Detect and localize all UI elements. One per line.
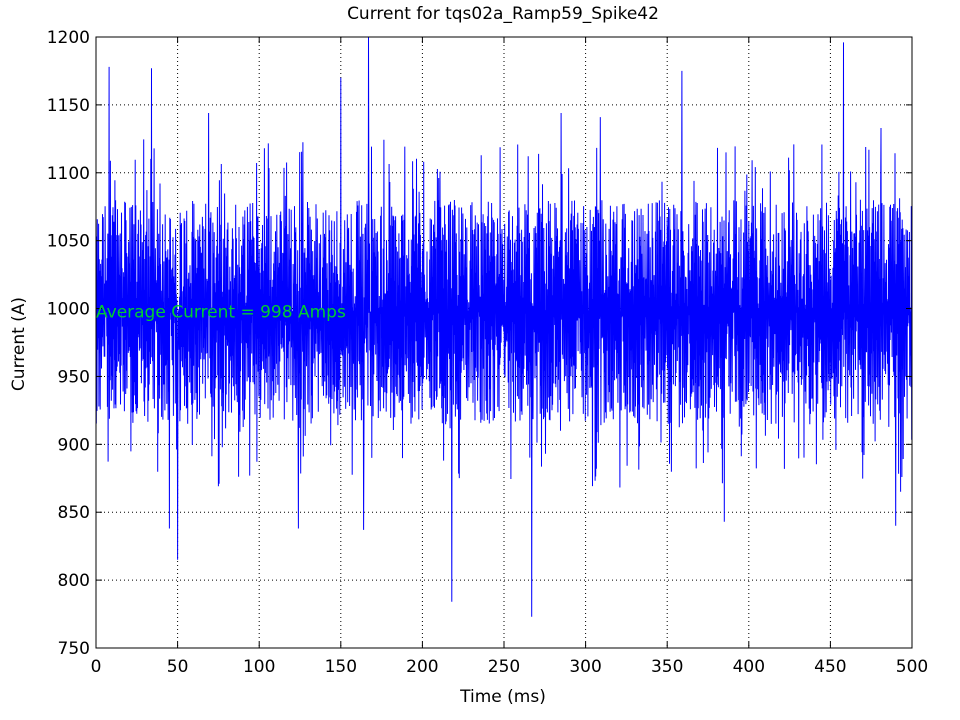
y-tick-label: 1150: [47, 96, 90, 116]
y-tick-label: 950: [58, 367, 90, 387]
y-tick-label: 1000: [47, 300, 90, 320]
x-tick-label: 0: [91, 657, 102, 677]
y-tick-label: 800: [58, 571, 90, 591]
x-tick-label: 500: [896, 657, 928, 677]
x-tick-label: 350: [651, 657, 683, 677]
x-tick-label: 200: [406, 657, 438, 677]
x-tick-label: 250: [488, 657, 520, 677]
chart-title: Current for tqs02a_Ramp59_Spike42: [347, 4, 659, 24]
y-tick-label: 1200: [47, 28, 90, 48]
x-tick-label: 150: [325, 657, 357, 677]
x-tick-label: 300: [569, 657, 601, 677]
average-current-annotation: Average Current = 998 Amps: [96, 302, 346, 322]
y-tick-label: 900: [58, 435, 90, 455]
x-tick-label: 400: [733, 657, 765, 677]
y-tick-label: 1050: [47, 232, 90, 252]
y-axis-label: Current (A): [9, 297, 29, 391]
x-axis-label: Time (ms): [459, 687, 546, 707]
y-tick-label: 850: [58, 503, 90, 523]
x-tick-label: 100: [243, 657, 275, 677]
x-tick-label: 450: [814, 657, 846, 677]
y-tick-label: 1100: [47, 164, 90, 184]
current-series-line: [95, 36, 913, 617]
x-tick-label: 50: [167, 657, 189, 677]
y-tick-label: 750: [58, 639, 90, 659]
plot-area: 0 50 100 150 200 250 300 350 400 450 500 750 800 850 9…: [47, 28, 928, 677]
